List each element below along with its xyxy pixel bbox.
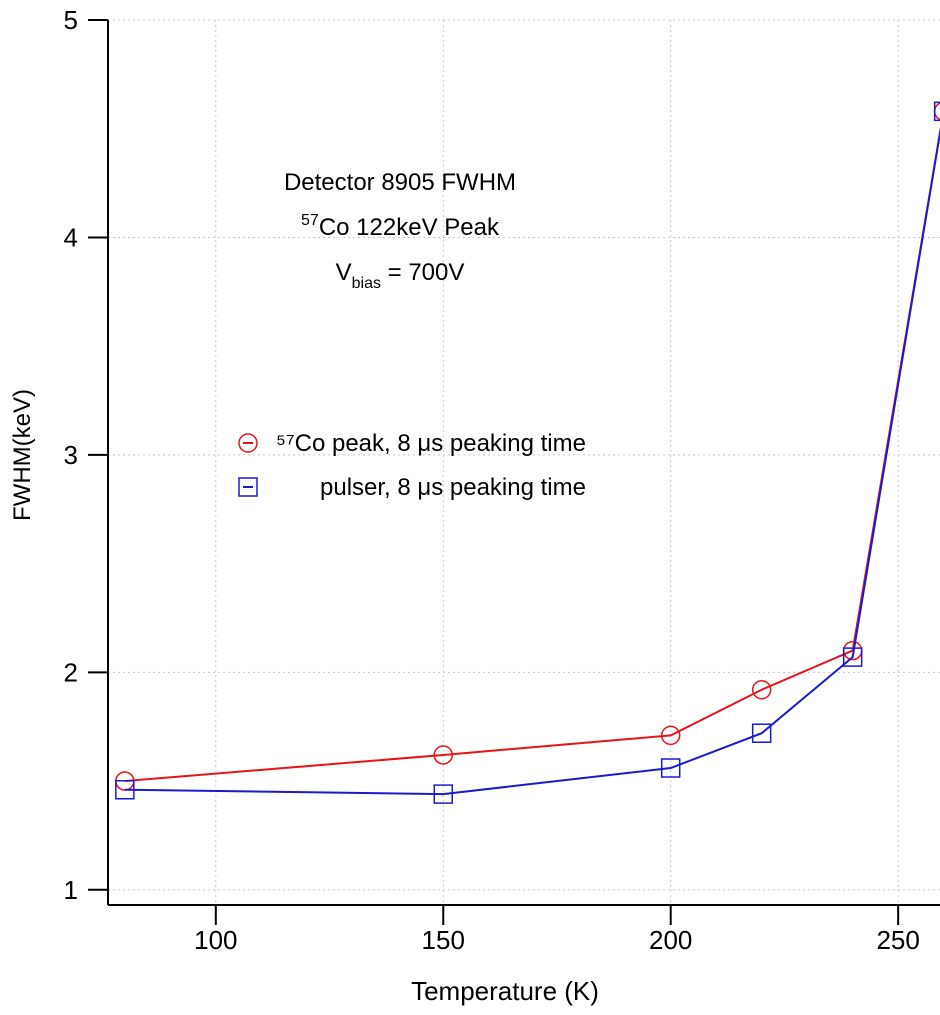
y-tick-label: 5: [64, 5, 78, 35]
annotation-sub: bias: [352, 275, 381, 292]
legend-label: ⁵⁷Co peak, 8 μs peaking time: [276, 430, 586, 457]
marker: [433, 745, 454, 765]
y-tick-label: 4: [64, 222, 78, 252]
legend-marker: [238, 477, 258, 497]
marker: [751, 679, 772, 700]
annotation-text: V: [336, 259, 352, 286]
overlay: 1 2 3 4 5 100 150 200 250 ⁵⁷Co peak, 8 μs peaking…: [64, 5, 920, 955]
marker: [933, 101, 940, 122]
grid: [108, 19, 940, 905]
annotation-sup: 57: [301, 212, 319, 229]
y-axis-title: FWHM(keV): [9, 389, 36, 521]
annotation-after: = 700V: [381, 259, 464, 286]
x-tick-label: 250: [876, 925, 919, 955]
x-axis-title: Temperature (K): [411, 976, 599, 1006]
marker: [433, 784, 454, 804]
marker: [933, 102, 940, 121]
annotation: Vbias = 700V: [336, 259, 465, 292]
series-line: [124, 127, 940, 796]
y-tick-label: 1: [64, 875, 78, 905]
marker: [842, 647, 863, 667]
x-tick-label: 200: [649, 925, 692, 955]
marker: [660, 758, 681, 778]
x-tick-label: 100: [194, 925, 237, 955]
y-tick-label: 3: [64, 440, 78, 470]
annotation: 57Co 122keV Peak: [301, 212, 500, 241]
annotation: Detector 8905 FWHM: [284, 169, 516, 196]
legend-label: pulser, 8 μs peaking time: [320, 474, 586, 501]
x-tick-label: 150: [422, 925, 465, 955]
annotation-text: Co 122keV Peak: [319, 214, 500, 241]
annotation-text: Detector 8905 FWHM: [284, 169, 516, 196]
y-tick-label: 2: [64, 657, 78, 687]
marker: [660, 725, 681, 746]
legend-marker: [238, 433, 258, 453]
marker: [751, 723, 772, 743]
marker: [115, 780, 135, 800]
plot-area: [115, 101, 940, 804]
